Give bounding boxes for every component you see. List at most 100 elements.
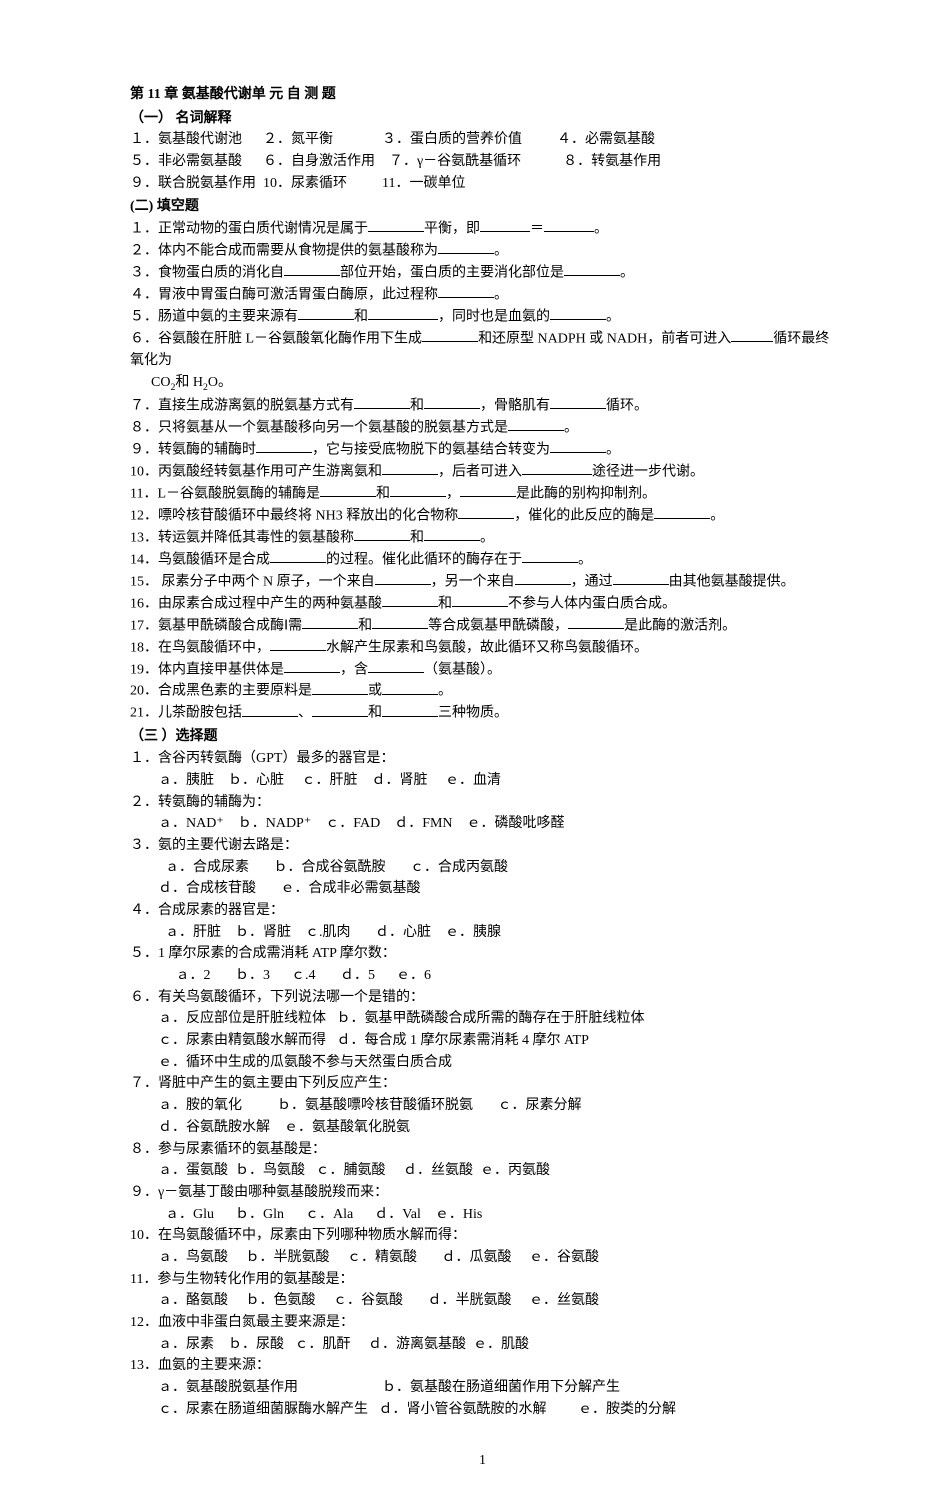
fill-q1: １．正常动物的蛋白质代谢情况是属于平衡，即＝。 (130, 218, 835, 240)
text: ６．谷氨酸在肝脏 L－谷氨酸氧化酶作用下生成 (130, 331, 422, 346)
fill-q7: ７．直接生成游离氨的脱氨基方式有 和 ，骨骼肌有 循环。 (130, 395, 835, 417)
text: 17．氨基甲酰磷酸合成酶Ⅰ需 (130, 618, 302, 633)
text: ７．直接生成游离氨的脱氨基方式有 (130, 398, 354, 413)
text: 。 (606, 442, 620, 457)
blank (613, 571, 669, 585)
mcq-2: ２．转氨酶的辅酶为： (130, 792, 835, 814)
text: 11．L－谷氨酸脱氨酶的辅酶是 (130, 486, 320, 501)
blank (284, 262, 340, 276)
fill-q18: 18．在鸟氨酸循环中，水解产生尿素和鸟氨酸，故此循环又称鸟氨酸循环。 (130, 637, 835, 659)
blank (372, 615, 428, 629)
mcq-10-options: ａ．鸟氨酸 ｂ．半胱氨酸 ｃ．精氨酸 ｄ．瓜氨酸 ｅ．谷氨酸 (130, 1247, 835, 1269)
blank (460, 483, 516, 497)
text: ，通过 (571, 574, 613, 589)
blank (375, 571, 431, 585)
blank (312, 702, 368, 716)
blank (522, 549, 578, 563)
text: 等合成氨基甲酰磷酸， (428, 618, 568, 633)
blank (298, 306, 354, 320)
text: O。 (208, 375, 232, 390)
blank (382, 593, 438, 607)
mcq-1: １．含谷丙转氨酶（GPT）最多的器官是： (130, 748, 835, 770)
blank (368, 218, 424, 232)
fill-q16: 16．由尿素合成过程中产生的两种氨基酸和不参与人体内蛋白质合成。 (130, 593, 835, 615)
section-2-title: (二) 填空题 (130, 196, 835, 218)
text: ，催化的此反应的酶是 (514, 508, 654, 523)
text: ９．转氨酶的辅酶时 (130, 442, 256, 457)
mcq-5: ５．1 摩尔尿素的合成需消耗 ATP 摩尔数： (130, 943, 835, 965)
mcq-6-options-1: ａ．反应部位是肝脏线粒体 ｂ．氨基甲酰磷酸合成所需的酶存在于肝脏线粒体 (130, 1008, 835, 1030)
mcq-6: ６．有关鸟氨酸循环，下列说法哪一个是错的： (130, 987, 835, 1009)
blank (320, 483, 376, 497)
blank (438, 284, 494, 298)
text: 或 (368, 684, 382, 699)
text: 。 (438, 684, 452, 699)
mcq-2-options: ａ．NAD⁺ ｂ．NADP⁺ ｃ．FAD ｄ．FMN ｅ．磷酸吡哆醛 (130, 813, 835, 835)
fill-q20: 20．合成黑色素的主要原料是或。 (130, 680, 835, 702)
text: ３．食物蛋白质的消化自 (130, 265, 284, 280)
text: ，同时也是血氨的 (438, 309, 550, 324)
fill-q3: ３．食物蛋白质的消化自 部位开始，蛋白质的主要消化部位是 。 (130, 262, 835, 284)
blank (424, 527, 480, 541)
text: 和 (438, 596, 452, 611)
blank (382, 461, 438, 475)
text: 。 (594, 221, 608, 236)
blank (550, 439, 606, 453)
text: 、 (298, 706, 312, 721)
section-1-title: （一） 名词解释 (130, 108, 835, 130)
fill-q6: ６．谷氨酸在肝脏 L－谷氨酸氧化酶作用下生成 和还原型 NADPH 或 NADH，… (130, 328, 835, 372)
text: ， (446, 486, 460, 501)
fill-q5: ５．肠道中氨的主要来源有和，同时也是血氨的。 (130, 306, 835, 328)
text: 18．在鸟氨酸循环中， (130, 640, 270, 655)
fill-q4: ４．胃液中胃蛋白酶可激活胃蛋白酶原，此过程称。 (130, 284, 835, 306)
blank (522, 461, 592, 475)
text: 循环。 (606, 398, 648, 413)
mcq-4: ４．合成尿素的器官是： (130, 900, 835, 922)
text: 和 (410, 398, 424, 413)
text: 和 (376, 486, 390, 501)
text: 。 (494, 243, 508, 258)
blank (731, 328, 773, 342)
text: （氨基酸）。 (424, 662, 501, 677)
terms-row-2: ５．非必需氨基酸 ６．自身激活作用 ７．γ－谷氨酰基循环 ８．转氨基作用 (130, 151, 835, 173)
mcq-3-options-1: ａ．合成尿素 ｂ．合成谷氨酰胺 ｃ．合成丙氨酸 (130, 857, 835, 879)
blank (270, 637, 326, 651)
blank (382, 680, 438, 694)
blank (242, 702, 298, 716)
text: 。 (480, 530, 494, 545)
text: 途径进一步代谢。 (592, 464, 704, 479)
blank (544, 218, 594, 232)
text: 和 H (175, 375, 203, 390)
text: 和还原型 NADPH 或 NADH，前者可进入 (478, 331, 731, 346)
blank (550, 306, 606, 320)
blank (368, 306, 438, 320)
blank (515, 571, 571, 585)
blank (422, 328, 478, 342)
mcq-6-options-2: ｃ．尿素由精氨酸水解而得 ｄ．每合成 1 摩尔尿素需消耗 4 摩尔 ATP (130, 1030, 835, 1052)
text: 是此酶的别构抑制剂。 (516, 486, 656, 501)
text: ８．只将氨基从一个氨基酸移向另一个氨基酸的脱氨基方式是 (130, 420, 508, 435)
text: ，含 (340, 662, 368, 677)
text: 13．转运氨并降低其毒性的氨基酸称 (130, 530, 354, 545)
mcq-10: 10．在鸟氨酸循环中，尿素由下列哪种物质水解而得： (130, 1225, 835, 1247)
blank (382, 702, 438, 716)
text: 12．嘌呤核苷酸循环中最终将 NH3 释放出的化合物称 (130, 508, 458, 523)
fill-q9: ９．转氨酶的辅酶时，它与接受底物脱下的氨基结合转变为。 (130, 439, 835, 461)
text: 。 (564, 420, 578, 435)
text: 。 (606, 309, 620, 324)
text: ４．胃液中胃蛋白酶可激活胃蛋白酶原，此过程称 (130, 287, 438, 302)
blank (508, 417, 564, 431)
blank (424, 395, 480, 409)
blank (564, 262, 620, 276)
mcq-3: ３．氨的主要代谢去路是： (130, 835, 835, 857)
terms-row-1: １．氨基酸代谢池 ２．氮平衡 ３．蛋白质的营养价值 ４．必需氨基酸 (130, 129, 835, 151)
mcq-8-options: ａ．蛋氨酸 ｂ．鸟氨酸 ｃ．脯氨酸 ｄ．丝氨酸 ｅ．丙氨酸 (130, 1160, 835, 1182)
text: 10．丙氨酸经转氨基作用可产生游离氨和 (130, 464, 382, 479)
text: 的过程。催化此循环的酶存在于 (326, 552, 522, 567)
text: 。 (620, 265, 634, 280)
mcq-9: ９．γ－氨基丁酸由哪种氨基酸脱羧而来： (130, 1182, 835, 1204)
blank (302, 615, 358, 629)
text: ，骨骼肌有 (480, 398, 550, 413)
fill-q13: 13．转运氨并降低其毒性的氨基酸称和。 (130, 527, 835, 549)
text: 部位开始，蛋白质的主要消化部位是 (340, 265, 564, 280)
